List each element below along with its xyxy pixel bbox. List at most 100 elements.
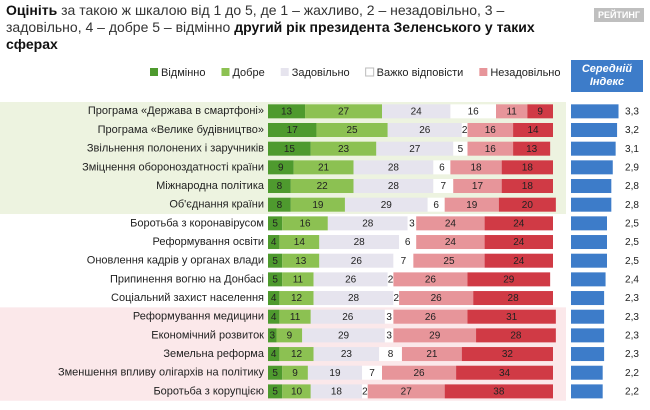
bar-segment: [319, 253, 394, 268]
category-label: Припинення вогню на Донбасі: [110, 273, 264, 285]
bar-segment: [282, 384, 311, 399]
segment-label: 2: [393, 293, 399, 304]
bar-segment: [387, 123, 462, 138]
bar-segment: [268, 253, 283, 268]
category-label: Боротьба з коронавірусом: [130, 217, 264, 229]
bar-segment: [416, 235, 485, 250]
bar-segment: [501, 160, 553, 175]
index-bar: [571, 291, 605, 306]
segment-label: 9: [537, 106, 543, 117]
segment-label: 26: [425, 312, 437, 323]
index-bar: [571, 328, 605, 343]
bar-segment: [433, 179, 454, 194]
index-label: 2,4: [625, 275, 639, 286]
segment-label: 3: [386, 331, 392, 342]
segment-label: 3: [386, 312, 392, 323]
bar-segment: [444, 384, 553, 399]
bar-segment: [382, 104, 451, 119]
segment-label: 7: [401, 256, 407, 267]
segment-label: 27: [338, 106, 350, 117]
segment-label: 18: [522, 162, 534, 173]
segment-label: 21: [426, 349, 438, 360]
bar-segment: [313, 291, 394, 306]
bar-segment: [319, 235, 400, 250]
index-bar: [571, 272, 606, 287]
segment-label: 14: [527, 125, 539, 136]
bar-segment: [384, 309, 394, 324]
bar-segment: [310, 309, 385, 324]
index-bar: [571, 104, 619, 119]
index-label: 3,3: [625, 106, 639, 117]
bar-segment: [353, 179, 434, 194]
segment-label: 28: [388, 181, 400, 192]
segment-label: 26: [342, 312, 354, 323]
bar-segment: [467, 123, 514, 138]
segment-label: 23: [338, 144, 350, 155]
segment-label: 28: [354, 237, 366, 248]
index-bar: [571, 179, 612, 194]
index-bar: [571, 235, 607, 250]
legend-swatch: [479, 68, 488, 76]
bar-segment: [427, 197, 445, 212]
index-label: 2,2: [625, 368, 639, 379]
index-bar: [571, 384, 603, 399]
segment-label: 5: [272, 256, 278, 267]
bar-segment: [461, 123, 468, 138]
segment-label: 9: [292, 368, 298, 379]
bar-segment: [268, 309, 280, 324]
segment-label: 8: [277, 200, 283, 211]
segment-label: 6: [433, 200, 439, 211]
index-label: 2,3: [625, 349, 639, 360]
bar-segment: [450, 160, 502, 175]
segment-label: 28: [348, 293, 360, 304]
segment-label: 25: [347, 125, 359, 136]
bar-segment: [268, 104, 306, 119]
segment-label: 24: [513, 218, 525, 229]
bar-segment: [268, 365, 283, 380]
bar-segment: [467, 309, 556, 324]
bar-segment: [279, 309, 311, 324]
bar-segment: [344, 197, 428, 212]
segment-label: 7: [369, 368, 375, 379]
bar-segment: [433, 160, 451, 175]
segment-label: 23: [341, 349, 353, 360]
bar-segment: [268, 216, 283, 231]
bar-segment: [310, 384, 363, 399]
index-bar: [571, 197, 612, 212]
category-label: Об'єднання країни: [169, 199, 264, 211]
index-label: 2,2: [625, 387, 639, 398]
segment-label: 11: [290, 312, 301, 323]
segment-label: 5: [272, 275, 278, 286]
legend-label: Незадовільно: [490, 67, 560, 79]
segment-label: 28: [362, 218, 374, 229]
segment-label: 28: [510, 331, 522, 342]
segment-label: 13: [281, 106, 293, 117]
bar-segment: [513, 141, 551, 156]
legend-label: Відмінно: [161, 67, 205, 79]
category-label: Земельна реформа: [163, 348, 265, 360]
segment-label: 26: [413, 368, 425, 379]
index-bar: [571, 365, 603, 380]
index-label: 3,2: [625, 125, 639, 136]
segment-label: 26: [345, 275, 357, 286]
bar-segment: [413, 253, 485, 268]
index-bar: [571, 347, 605, 362]
bar-segment: [310, 141, 377, 156]
bar-segment: [444, 197, 499, 212]
segment-label: 13: [295, 256, 307, 267]
segment-label: 17: [287, 125, 299, 136]
segment-label: 26: [431, 293, 443, 304]
bar-segment: [313, 272, 388, 287]
legend-swatch: [150, 68, 158, 76]
bar-segment: [282, 272, 314, 287]
index-label: 2,9: [625, 162, 639, 173]
bar-segment: [279, 291, 314, 306]
title-part: Оцініть: [6, 2, 58, 18]
bar-segment: [401, 347, 462, 362]
segment-label: 32: [502, 349, 514, 360]
bar-segment: [476, 328, 556, 343]
index-label: 3,1: [625, 144, 639, 155]
bar-segment: [353, 160, 434, 175]
